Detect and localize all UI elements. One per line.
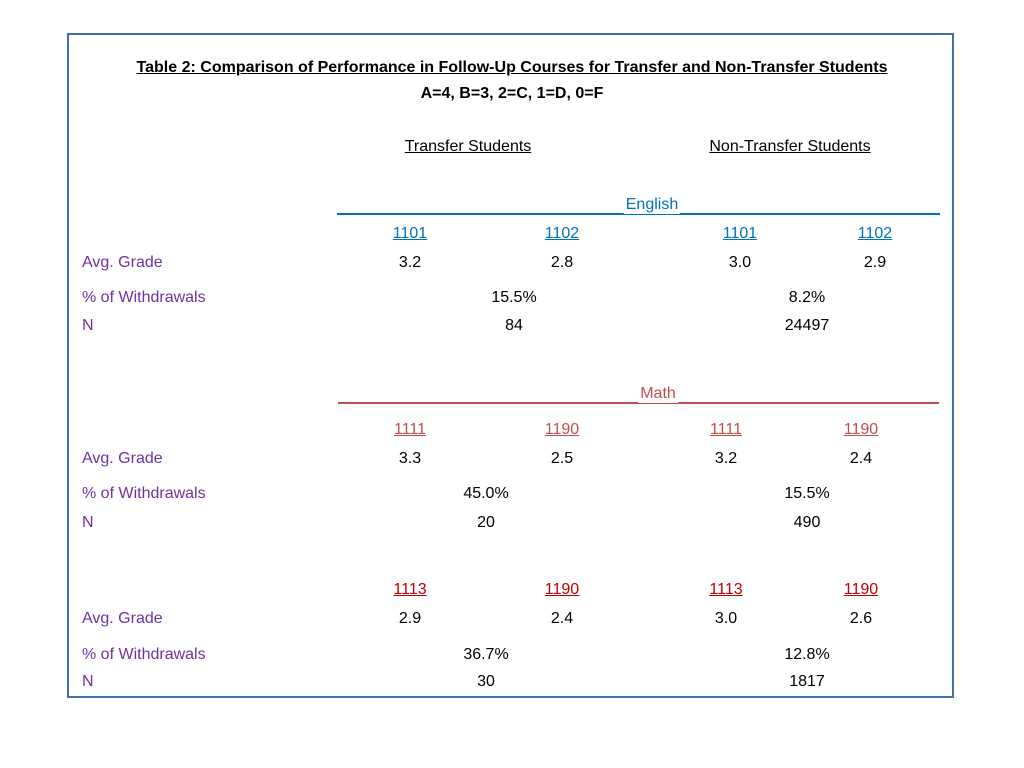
english-n-label: N — [82, 317, 94, 334]
math2-avg-grade-value: 2.4 — [550, 610, 574, 627]
english-n-nontransfer: 24497 — [784, 317, 830, 334]
english-n-transfer: 84 — [505, 317, 523, 334]
math2-course-nontransfer-1113: 1113 — [709, 581, 743, 598]
math2-n-label: N — [82, 673, 94, 690]
english-course-nontransfer-1102: 1102 — [857, 225, 893, 242]
table-title: Table 2: Comparison of Performance in Fo… — [136, 59, 888, 76]
english-section-rule — [337, 213, 940, 215]
math-course-transfer-1190: 1190 — [544, 421, 580, 438]
math-n-label: N — [82, 514, 94, 531]
math-withdrawals-transfer: 45.0% — [463, 485, 509, 502]
math-avg-grade-value: 2.5 — [550, 450, 574, 467]
math-withdrawals-label: % of Withdrawals — [82, 485, 206, 502]
english-avg-grade-value: 2.8 — [550, 254, 574, 271]
english-avg-grade-value: 3.0 — [728, 254, 752, 271]
english-withdrawals-nontransfer: 8.2% — [788, 289, 826, 306]
math-avg-grade-value: 3.3 — [398, 450, 422, 467]
math-avg-grade-label: Avg. Grade — [82, 450, 163, 467]
math-avg-grade-value: 2.4 — [849, 450, 873, 467]
math-n-transfer: 20 — [477, 514, 495, 531]
math-avg-grade-value: 3.2 — [714, 450, 738, 467]
english-avg-grade-label: Avg. Grade — [82, 254, 163, 271]
math-section-rule — [338, 402, 939, 404]
grade-scale-subtitle: A=4, B=3, 2=C, 1=D, 0=F — [420, 85, 604, 102]
english-course-nontransfer-1101: 1101 — [722, 225, 758, 242]
math2-avg-grade-value: 2.6 — [849, 610, 873, 627]
math2-avg-grade-value: 3.0 — [714, 610, 738, 627]
math2-n-nontransfer: 1817 — [789, 673, 825, 690]
math-course-transfer-1111: 1111 — [393, 421, 427, 438]
english-withdrawals-label: % of Withdrawals — [82, 289, 206, 306]
table-frame — [67, 33, 954, 698]
math-n-nontransfer: 490 — [793, 514, 821, 531]
english-course-transfer-1101: 1101 — [392, 225, 428, 242]
math2-course-transfer-1190: 1190 — [544, 581, 580, 598]
math2-avg-grade-value: 2.9 — [398, 610, 422, 627]
english-course-transfer-1102: 1102 — [544, 225, 580, 242]
math2-withdrawals-transfer: 36.7% — [463, 646, 509, 663]
non-transfer-students-header: Non-Transfer Students — [709, 138, 871, 155]
english-withdrawals-transfer: 15.5% — [491, 289, 537, 306]
math2-course-nontransfer-1190: 1190 — [843, 581, 879, 598]
english-section-title: English — [623, 196, 681, 214]
math-course-nontransfer-1111: 1111 — [709, 421, 743, 438]
math-course-nontransfer-1190: 1190 — [843, 421, 879, 438]
math2-n-transfer: 30 — [477, 673, 495, 690]
math-section-title: Math — [638, 385, 678, 403]
math2-withdrawals-nontransfer: 12.8% — [784, 646, 830, 663]
math2-avg-grade-label: Avg. Grade — [82, 610, 163, 627]
math2-course-transfer-1113: 1113 — [393, 581, 427, 598]
english-avg-grade-value: 2.9 — [863, 254, 887, 271]
math2-withdrawals-label: % of Withdrawals — [82, 646, 206, 663]
english-avg-grade-value: 3.2 — [398, 254, 422, 271]
transfer-students-header: Transfer Students — [404, 138, 532, 155]
math-withdrawals-nontransfer: 15.5% — [784, 485, 830, 502]
